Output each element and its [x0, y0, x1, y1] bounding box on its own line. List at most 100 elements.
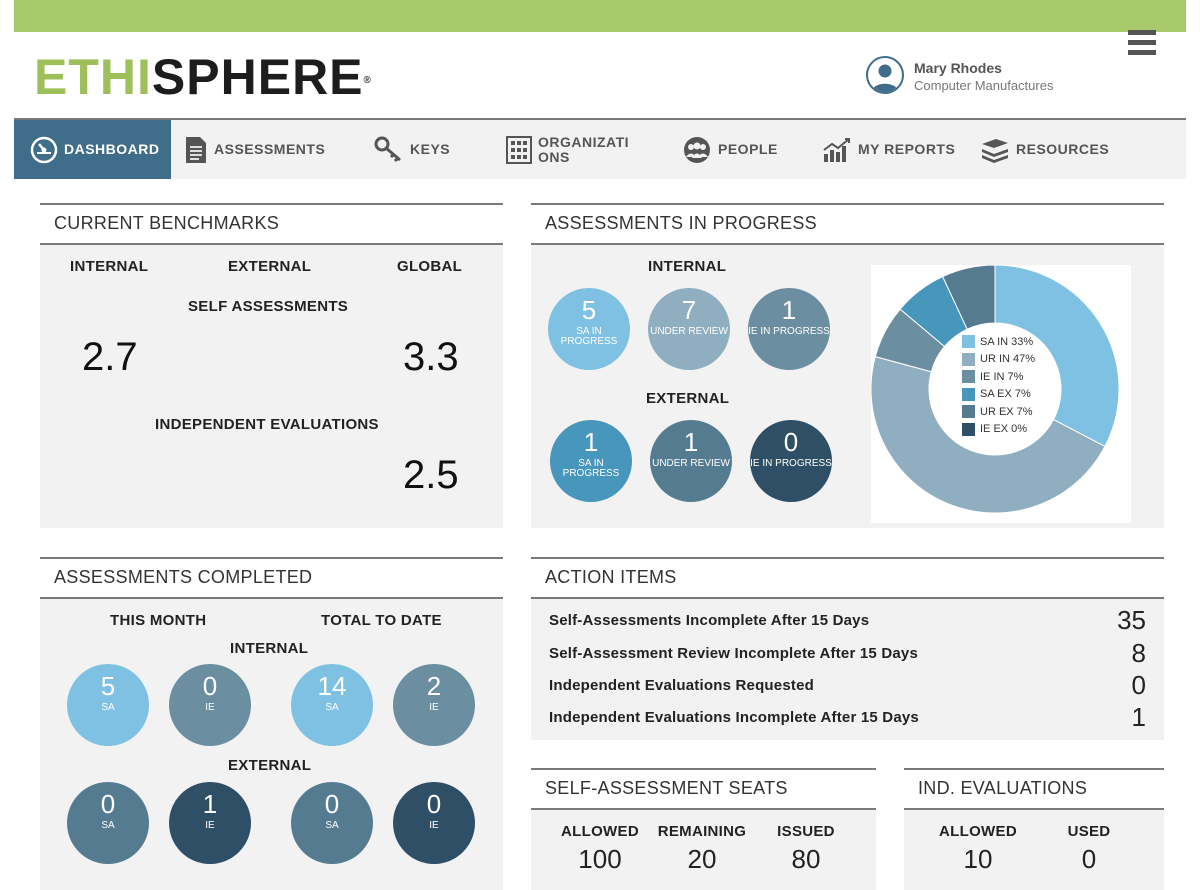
legend-swatch: [962, 352, 975, 366]
progress-internal-under-review[interactable]: 7 UNDER REVIEW: [648, 288, 730, 370]
completed-internal-total-sa[interactable]: 14 SA: [291, 664, 373, 746]
legend-swatch: [962, 387, 975, 401]
progress-internal-sa[interactable]: 5 SA IN PROGRESS: [548, 288, 630, 370]
legend-label: SA IN 33%: [980, 335, 1034, 348]
nav-dashboard[interactable]: DASHBOARD: [14, 120, 171, 179]
action-item-label[interactable]: Independent Evaluations Requested: [549, 677, 814, 694]
completed-internal-total-ie[interactable]: 2 IE: [393, 664, 475, 746]
chart-icon: [823, 137, 850, 162]
nav-people[interactable]: PEOPLE: [682, 120, 778, 179]
col-external: EXTERNAL: [228, 258, 312, 275]
benchmarks-panel: CURRENT BENCHMARKS INTERNAL EXTERNAL GLO…: [40, 203, 503, 528]
progress-external-under-review[interactable]: 1 UNDER REVIEW: [650, 420, 732, 502]
legend-item: SA IN 33%: [962, 333, 1035, 351]
progress-external-sa[interactable]: 1 SA IN PROGRESS: [550, 420, 632, 502]
seats-issued-label: ISSUED: [777, 823, 835, 840]
independent-evaluations-label: INDEPENDENT EVALUATIONS: [155, 416, 379, 433]
ind-allowed-value: 10: [963, 844, 993, 874]
action-item-value[interactable]: 35: [1117, 605, 1146, 635]
progress-external-ie[interactable]: 0 IE IN PROGRESS: [750, 420, 832, 502]
legend-swatch: [962, 422, 975, 436]
nav-organizations[interactable]: ORGANIZATI ONS: [506, 120, 630, 179]
donut-slice[interactable]: [994, 264, 1120, 448]
self-assessments-label: SELF ASSESSMENTS: [188, 298, 349, 315]
action-item-label[interactable]: Independent Evaluations Incomplete After…: [549, 709, 919, 726]
books-icon: [982, 138, 1008, 163]
legend-item: IE EX 0%: [962, 421, 1035, 439]
user-name: Mary Rhodes: [914, 60, 1002, 76]
ind-used-label: USED: [1067, 823, 1111, 840]
building-icon: [506, 135, 532, 164]
completed-external-month-sa[interactable]: 0 SA: [67, 782, 149, 864]
completed-internal-month-sa[interactable]: 5 SA: [67, 664, 149, 746]
seats-panel: SELF-ASSESSMENT SEATS ALLOWED 100 REMAIN…: [531, 768, 876, 890]
legend-label: UR EX 7%: [980, 405, 1033, 418]
key-icon: [374, 136, 401, 162]
seats-allowed-label: ALLOWED: [561, 823, 639, 840]
action-items-panel: ACTION ITEMS Self-Assessments Incomplete…: [531, 557, 1164, 740]
action-item-value[interactable]: 8: [1131, 638, 1146, 668]
progress-donut-chart: SA IN 33% UR IN 47% IE IN 7% SA EX 7% UR EX …: [870, 264, 1131, 523]
this-month-label: THIS MONTH: [110, 612, 207, 629]
avatar-icon: [866, 56, 904, 94]
panel-title: SELF-ASSESSMENT SEATS: [531, 768, 876, 810]
total-to-date-label: TOTAL TO DATE: [321, 612, 442, 629]
legend-swatch: [962, 405, 975, 419]
completed-external-total-sa[interactable]: 0 SA: [291, 782, 373, 864]
completed-internal-label: INTERNAL: [230, 640, 309, 657]
people-icon: [684, 136, 710, 163]
completed-external-label: EXTERNAL: [228, 757, 312, 774]
self-global-value: 3.3: [403, 335, 459, 379]
nav-keys[interactable]: KEYS: [374, 120, 450, 179]
progress-internal-ie[interactable]: 1 IE IN PROGRESS: [748, 288, 830, 370]
panel-title: IND. EVALUATIONS: [904, 768, 1164, 810]
donut-slice[interactable]: [870, 355, 1106, 514]
legend-item: IE IN 7%: [962, 368, 1035, 386]
ind-allowed-label: ALLOWED: [939, 823, 1017, 840]
nav-resources[interactable]: RESOURCES: [980, 120, 1109, 179]
self-internal-value: 2.7: [82, 335, 138, 379]
document-icon: [186, 136, 206, 163]
action-item-label[interactable]: Self-Assessments Incomplete After 15 Day…: [549, 612, 870, 629]
main-nav: DASHBOARD ASSESSMENTS KEYS ORGANIZATI ON…: [14, 118, 1186, 179]
donut-legend: SA IN 33% UR IN 47% IE IN 7% SA EX 7% UR EX …: [962, 333, 1035, 438]
panel-title: ACTION ITEMS: [531, 557, 1164, 599]
seats-remaining-label: REMAINING: [657, 823, 747, 840]
seats-allowed-value: 100: [578, 844, 622, 874]
indep-global-value: 2.5: [403, 453, 459, 497]
user-organization: Computer Manufactures: [914, 78, 1054, 93]
donut-slice[interactable]: [942, 264, 996, 330]
header: ETHISPHERE® Mary Rhodes Computer Manufac…: [14, 32, 1186, 118]
panel-title: CURRENT BENCHMARKS: [40, 203, 503, 245]
donut-svg: [870, 264, 1120, 514]
completed-internal-month-ie[interactable]: 0 IE: [169, 664, 251, 746]
action-item-value[interactable]: 1: [1131, 702, 1146, 732]
logo[interactable]: ETHISPHERE®: [34, 49, 372, 105]
completed-external-month-ie[interactable]: 1 IE: [169, 782, 251, 864]
user-profile[interactable]: Mary Rhodes Computer Manufactures: [866, 56, 1106, 96]
progress-panel: ASSESSMENTS IN PROGRESS INTERNAL 5 SA IN …: [531, 203, 1164, 528]
ind-evaluations-panel: IND. EVALUATIONS ALLOWED 10 USED 0: [904, 768, 1164, 890]
legend-label: SA EX 7%: [980, 388, 1031, 401]
action-item-value[interactable]: 0: [1131, 670, 1146, 700]
legend-item: SA EX 7%: [962, 386, 1035, 404]
nav-assessments[interactable]: ASSESSMENTS: [184, 120, 325, 179]
ind-used-value: 0: [1081, 844, 1097, 874]
hamburger-menu-icon[interactable]: [1128, 30, 1158, 58]
seats-issued-value: 80: [791, 844, 821, 874]
action-item-label[interactable]: Self-Assessment Review Incomplete After …: [549, 645, 918, 662]
panel-title: ASSESSMENTS COMPLETED: [40, 557, 503, 599]
legend-item: UR EX 7%: [962, 403, 1035, 421]
legend-label: IE EX 0%: [980, 423, 1028, 436]
nav-my-reports[interactable]: MY REPORTS: [822, 120, 955, 179]
panel-title: ASSESSMENTS IN PROGRESS: [531, 203, 1164, 245]
legend-swatch: [962, 370, 975, 384]
col-global: GLOBAL: [397, 258, 463, 275]
legend-swatch: [962, 335, 975, 349]
progress-external-label: EXTERNAL: [646, 390, 730, 407]
legend-label: UR IN 47%: [980, 353, 1036, 366]
legend-label: IE IN 7%: [980, 370, 1024, 383]
col-internal: INTERNAL: [70, 258, 149, 275]
completed-external-total-ie[interactable]: 0 IE: [393, 782, 475, 864]
top-accent-bar: [14, 0, 1186, 32]
